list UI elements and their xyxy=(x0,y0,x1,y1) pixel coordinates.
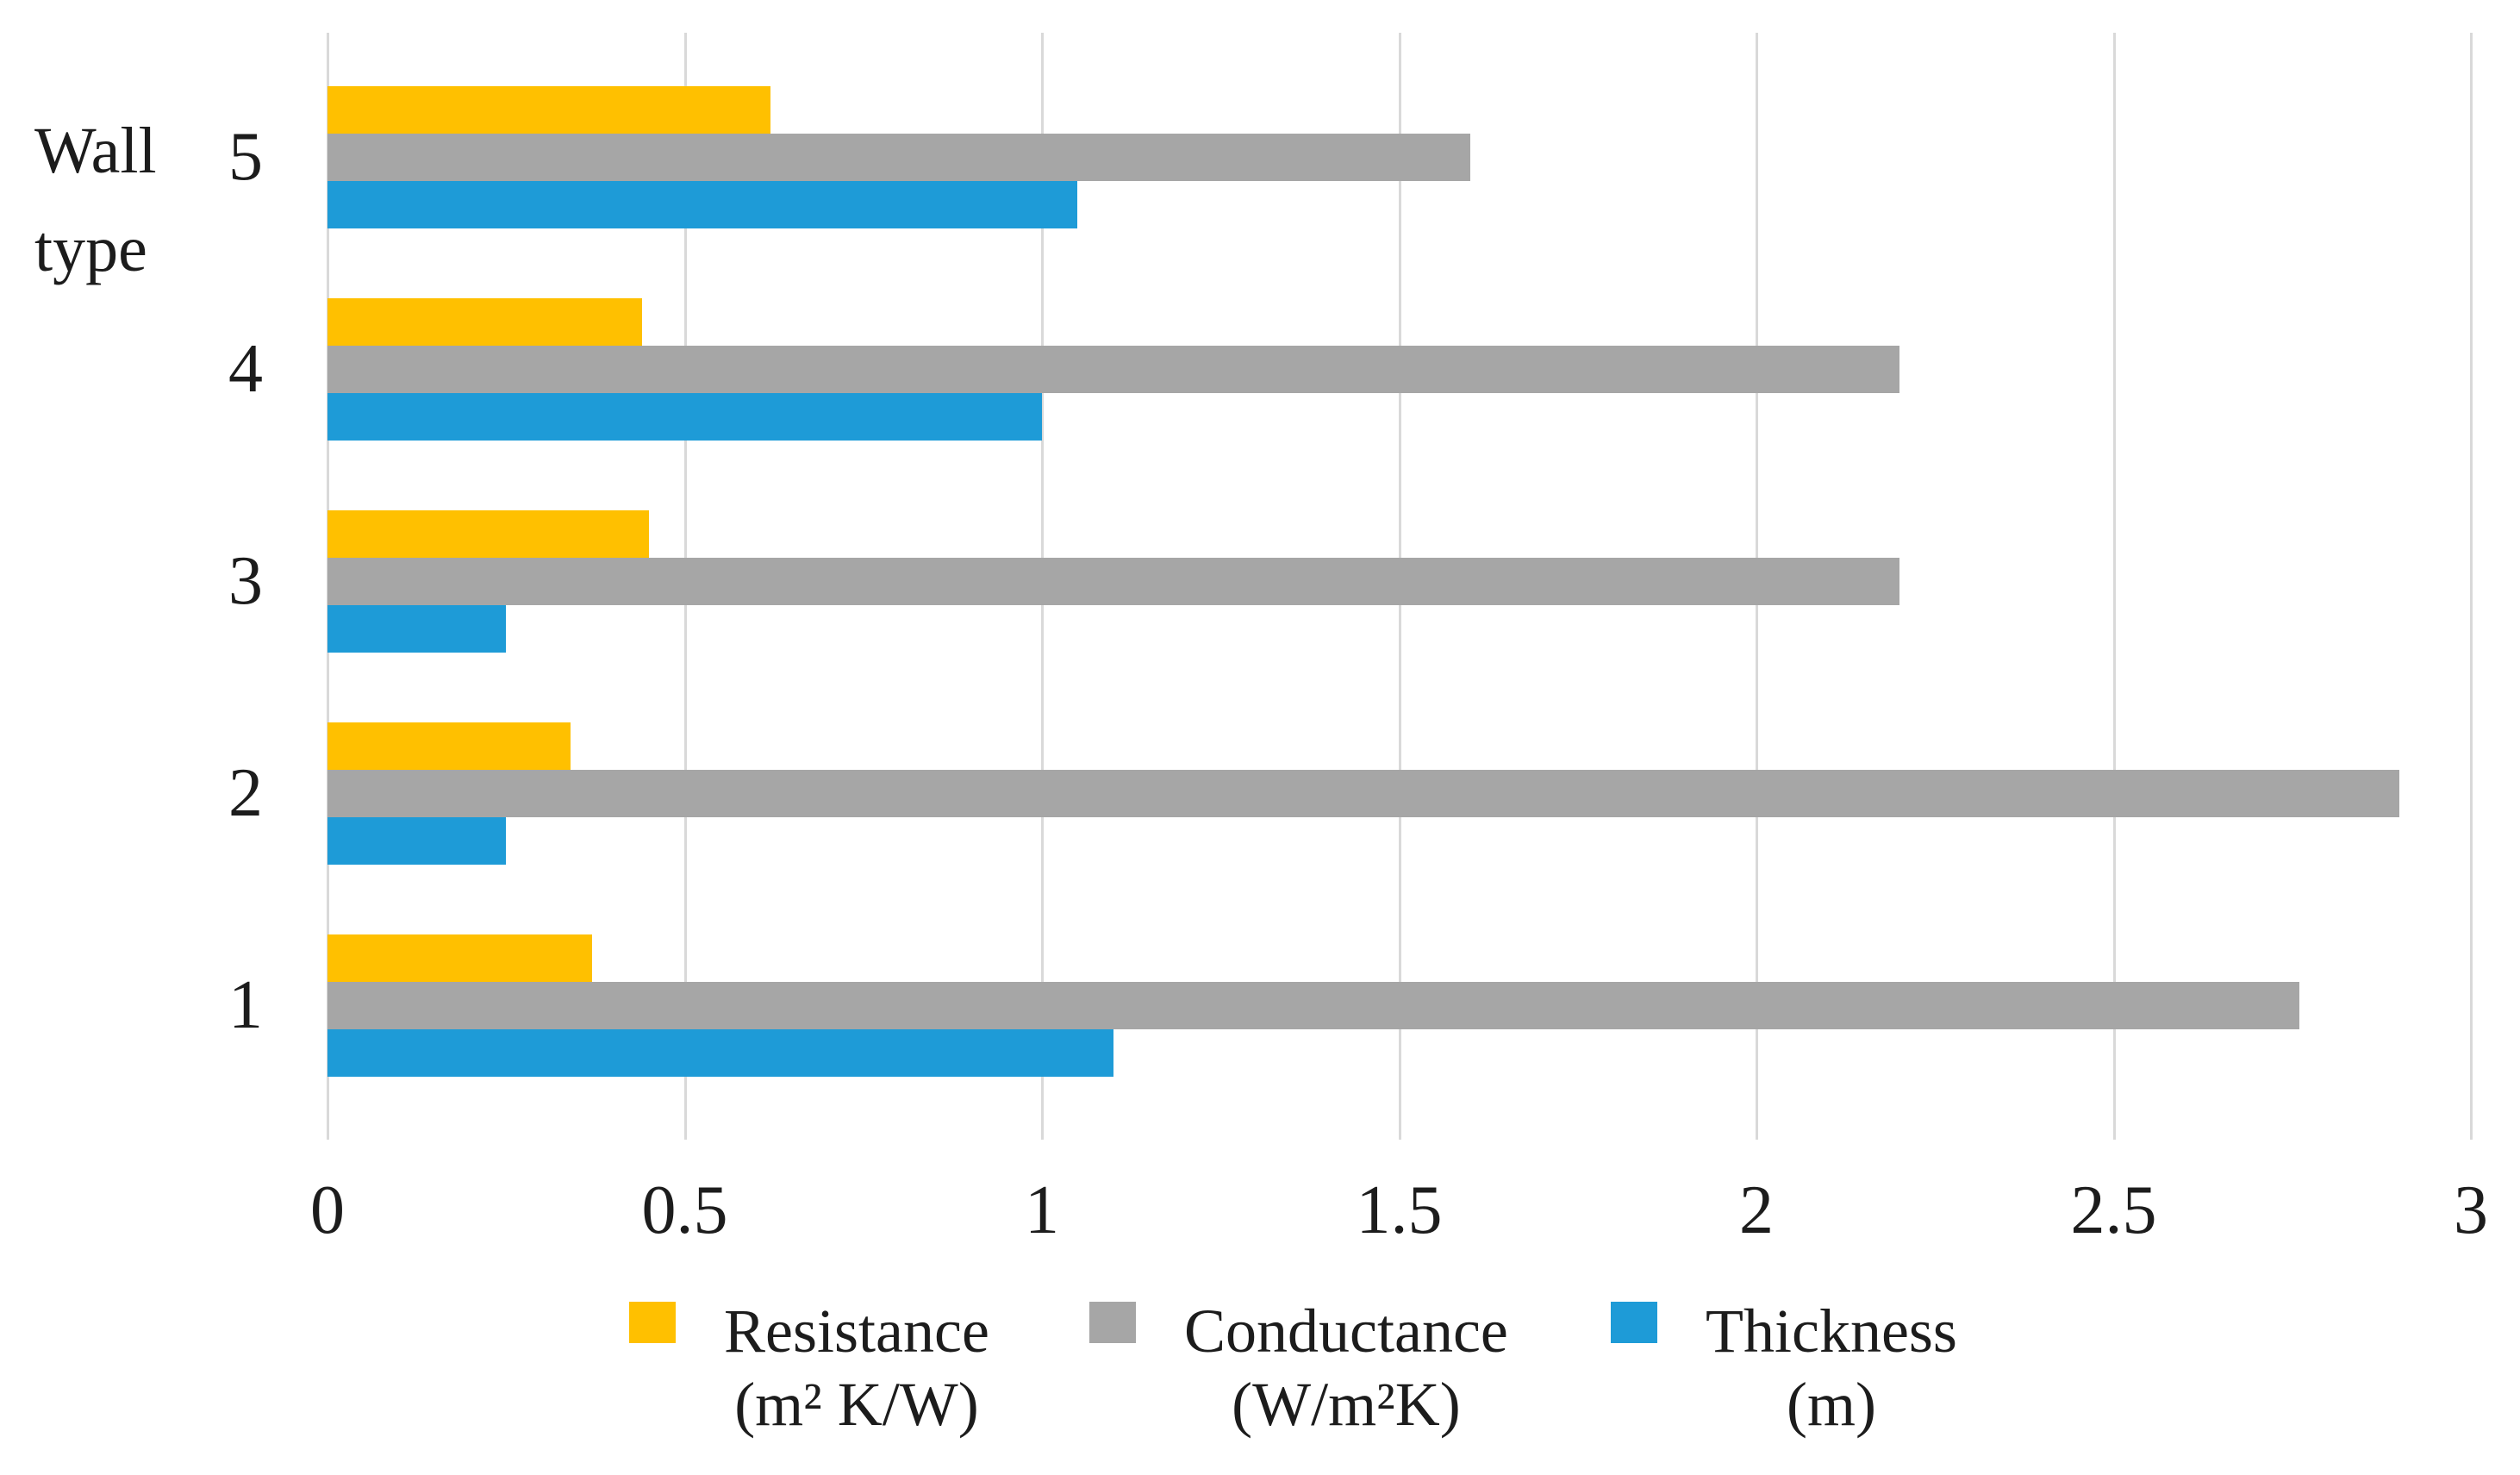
bar-conductance-wall-2 xyxy=(327,769,2399,817)
bar-thickness-wall-2 xyxy=(327,816,506,865)
gridline-x-2.5 xyxy=(2112,33,2116,1140)
legend-label-thickness: Thickness xyxy=(1706,1297,1957,1366)
legend-unit-conductance: (W/m²K) xyxy=(1232,1369,1461,1439)
legend-marker-resistance-icon xyxy=(629,1302,676,1343)
legend-item-resistance: Resistance (m² K/W) xyxy=(629,1295,989,1441)
legend-text-thickness: Thickness (m) xyxy=(1706,1295,1957,1441)
bar-resistance-wall-1 xyxy=(327,934,592,982)
category-label-2: 2 xyxy=(228,755,263,831)
bar-conductance-wall-3 xyxy=(327,557,1899,605)
bar-conductance-wall-1 xyxy=(327,981,2299,1029)
bar-thickness-wall-3 xyxy=(327,604,506,653)
bar-thickness-wall-1 xyxy=(327,1028,1113,1077)
category-label-5: 5 xyxy=(228,119,263,195)
legend-item-conductance: Conductance (W/m²K) xyxy=(1089,1295,1508,1441)
category-label-1: 1 xyxy=(228,967,263,1043)
bar-thickness-wall-5 xyxy=(327,180,1077,228)
bar-resistance-wall-4 xyxy=(327,297,642,346)
legend-label-conductance: Conductance xyxy=(1184,1297,1508,1366)
x-tick-label-1: 1 xyxy=(1025,1172,1059,1248)
category-label-3: 3 xyxy=(228,543,263,619)
category-label-4: 4 xyxy=(228,331,263,407)
x-tick-label-2.5: 2.5 xyxy=(2070,1172,2157,1248)
x-tick-label-3: 3 xyxy=(2454,1172,2488,1248)
bar-thickness-wall-4 xyxy=(327,392,1042,441)
legend-text-conductance: Conductance (W/m²K) xyxy=(1184,1295,1508,1441)
gridline-x-3 xyxy=(2470,33,2473,1140)
legend-label-resistance: Resistance xyxy=(724,1297,989,1366)
y-axis-title: Wall type xyxy=(34,115,157,285)
legend-item-thickness: Thickness (m) xyxy=(1611,1295,1957,1441)
bar-conductance-wall-4 xyxy=(327,345,1899,393)
x-tick-label-0: 0 xyxy=(310,1172,345,1248)
legend-marker-thickness-icon xyxy=(1611,1302,1657,1343)
legend-unit-thickness: (m) xyxy=(1786,1369,1876,1439)
x-tick-label-1.5: 1.5 xyxy=(1356,1172,1443,1248)
x-tick-label-2: 2 xyxy=(1739,1172,1774,1248)
legend-marker-conductance-icon xyxy=(1089,1302,1136,1343)
legend-unit-resistance: (m² K/W) xyxy=(734,1369,979,1439)
bar-resistance-wall-3 xyxy=(327,509,649,558)
bar-resistance-wall-2 xyxy=(327,722,571,770)
bar-conductance-wall-5 xyxy=(327,133,1470,181)
legend-text-resistance: Resistance (m² K/W) xyxy=(724,1295,989,1441)
bar-resistance-wall-5 xyxy=(327,85,770,134)
x-tick-label-0.5: 0.5 xyxy=(641,1172,728,1248)
